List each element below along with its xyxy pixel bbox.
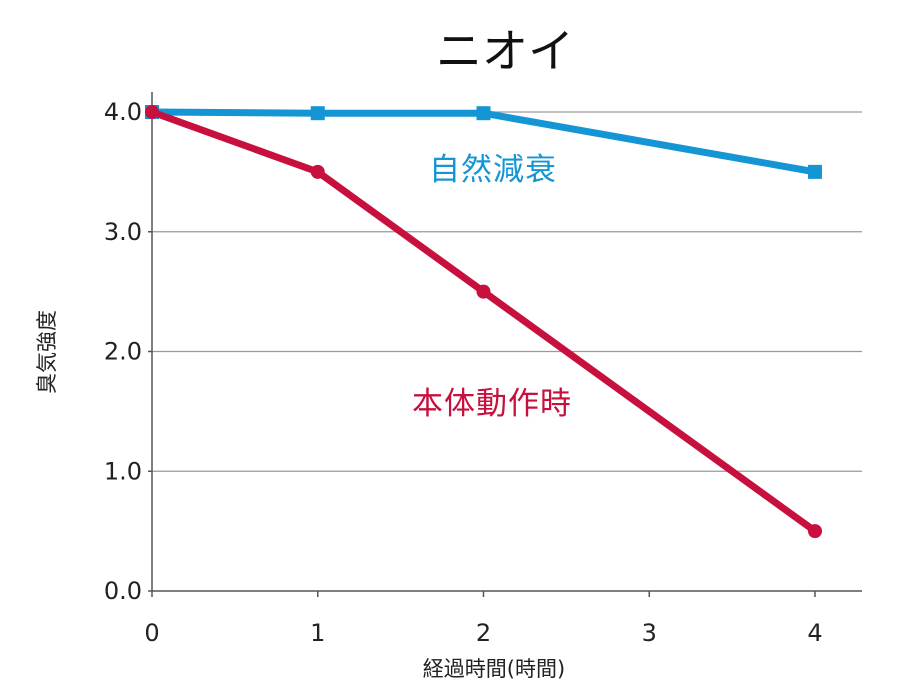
tick-labels: 0.0 1.0 2.0 3.0 4.0 0 1 2 3 4 <box>104 98 823 647</box>
data-point-0-2 <box>476 106 491 121</box>
series-line-1 <box>148 108 819 535</box>
data-point-1-2 <box>476 284 491 299</box>
x-tick-label-0: 0 <box>144 619 159 647</box>
y-axis-title: 臭気強度 <box>35 310 59 394</box>
series-line-0 <box>148 108 819 176</box>
y-tick-label-3-0: 3.0 <box>104 218 142 246</box>
series-label-1: 本体動作時 <box>412 386 572 422</box>
y-tick-label-2-0: 2.0 <box>104 338 142 366</box>
data-point-1-3 <box>808 524 822 539</box>
y-tick-label-4-0: 4.0 <box>104 98 142 126</box>
x-tick-label-2: 2 <box>476 619 491 647</box>
y-tick-label-0-0: 0.0 <box>104 577 142 605</box>
data-point-0-3 <box>808 164 822 179</box>
series-label-0: 自然減衰 <box>429 152 557 188</box>
y-tick-label-1-0: 1.0 <box>104 457 142 485</box>
x-tick-label-1: 1 <box>310 619 325 647</box>
data-point-0-1 <box>310 106 325 121</box>
axes <box>148 92 862 597</box>
series-lines <box>145 105 822 539</box>
chart-title: ニオイ <box>436 24 574 78</box>
x-axis-title: 経過時間(時間) <box>423 657 565 681</box>
x-tick-label-3: 3 <box>642 619 657 647</box>
x-tick-label-4: 4 <box>807 619 822 647</box>
data-point-1-1 <box>310 164 325 179</box>
data-point-1-0 <box>145 105 159 119</box>
